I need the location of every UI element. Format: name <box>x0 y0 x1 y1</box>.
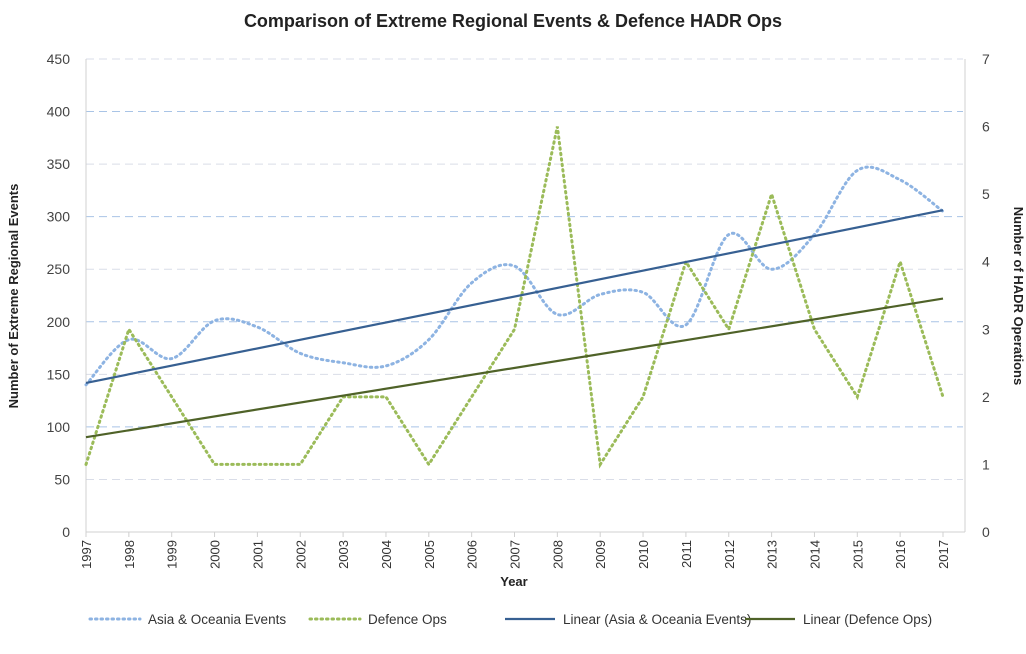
chart-title: Comparison of Extreme Regional Events & … <box>244 11 782 31</box>
x-tick-label: 1998 <box>122 540 137 569</box>
y-tick-label: 0 <box>62 524 70 540</box>
y-tick-label: 450 <box>47 51 71 67</box>
x-tick-label: 2003 <box>336 540 351 569</box>
y2-tick-label: 5 <box>982 186 990 202</box>
y2-tick-label: 2 <box>982 389 990 405</box>
y-tick-label: 200 <box>47 314 71 330</box>
y2-tick-label: 4 <box>982 254 990 270</box>
y2-tick-label: 0 <box>982 524 990 540</box>
legend-label: Defence Ops <box>368 612 447 627</box>
x-tick-label: 2015 <box>850 540 865 569</box>
legend-label: Linear (Asia & Oceania Events) <box>563 612 751 627</box>
trendline-2 <box>85 209 944 385</box>
series-line-0 <box>84 165 945 387</box>
y-tick-label: 300 <box>47 209 71 225</box>
legend-label: Linear (Defence Ops) <box>803 612 932 627</box>
y2-tick-label: 6 <box>982 119 990 135</box>
x-tick-label: 2001 <box>250 540 265 569</box>
x-tick-label: 1999 <box>165 540 180 569</box>
trendline-3 <box>85 297 944 439</box>
x-tick-label: 2004 <box>379 540 394 569</box>
x-tick-label: 2006 <box>465 540 480 569</box>
y-tick-label: 150 <box>47 366 71 382</box>
series-line-1 <box>84 126 945 469</box>
y-tick-label: 350 <box>47 156 71 172</box>
x-tick-label: 2016 <box>893 540 908 569</box>
x-axis-label: Year <box>500 574 527 589</box>
x-tick-label: 2005 <box>422 540 437 569</box>
y-tick-label: 100 <box>47 419 71 435</box>
x-tick-label: 2002 <box>293 540 308 569</box>
x-tick-label: 2011 <box>679 540 694 568</box>
y2-tick-label: 1 <box>982 456 990 472</box>
x-tick-label: 2010 <box>636 540 651 569</box>
x-tick-label: 2013 <box>765 540 780 569</box>
x-tick-label: 1997 <box>79 540 94 569</box>
y-tick-label: 400 <box>47 104 71 120</box>
x-tick-label: 2008 <box>550 540 565 569</box>
y-tick-label: 50 <box>54 471 70 487</box>
y-tick-label: 250 <box>47 261 71 277</box>
x-tick-label: 2017 <box>936 540 951 569</box>
x-tick-label: 2007 <box>508 540 523 569</box>
y2-axis-label: Number of HADR Operations <box>1011 207 1026 385</box>
y-axis-label: Number of Extreme Regional Events <box>6 184 21 409</box>
x-tick-label: 2014 <box>807 540 822 569</box>
legend-label: Asia & Oceania Events <box>148 612 286 627</box>
x-tick-label: 2012 <box>722 540 737 569</box>
x-tick-label: 2009 <box>593 540 608 569</box>
x-tick-label: 2000 <box>208 540 223 569</box>
y2-tick-label: 7 <box>982 51 990 67</box>
y2-tick-label: 3 <box>982 321 990 337</box>
